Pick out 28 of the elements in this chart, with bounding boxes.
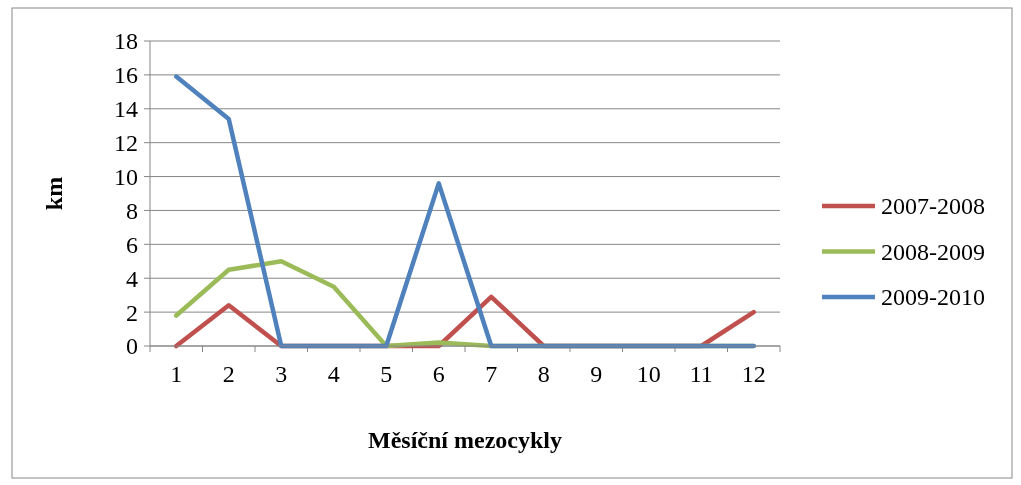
y-axis-title: km (41, 176, 67, 211)
legend-label: 2007-2008 (881, 193, 985, 220)
y-tick-label: 10 (114, 163, 138, 190)
y-tick-label: 0 (126, 333, 138, 360)
y-tick-label: 2 (126, 299, 138, 326)
x-axis-title: Měsíční mezocykly (368, 427, 562, 453)
x-tick-label: 2 (222, 361, 235, 387)
y-tick-label: 18 (114, 28, 138, 55)
x-tick-label: 8 (537, 361, 550, 387)
x-tick-label: 3 (275, 361, 288, 387)
x-tick-label: 7 (485, 361, 498, 387)
y-tick-label: 4 (126, 265, 138, 292)
y-tick-label: 6 (126, 231, 138, 258)
x-tick-label: 4 (327, 361, 340, 387)
x-tick-label: 1 (170, 361, 183, 387)
x-tick-label: 12 (741, 361, 766, 387)
x-tick-label: 5 (380, 361, 393, 387)
y-tick-label: 14 (114, 96, 138, 123)
x-tick-label: 10 (636, 361, 661, 387)
x-tick-label: 11 (689, 361, 713, 387)
legend-label: 2008-2009 (881, 238, 985, 265)
y-tick-label: 16 (114, 62, 138, 89)
legend-label: 2009-2010 (881, 284, 985, 311)
y-tick-label: 8 (126, 197, 138, 224)
x-tick-label: 6 (432, 361, 445, 387)
line-series (174, 74, 756, 349)
x-tick-label: 9 (590, 361, 603, 387)
y-tick-label: 12 (114, 130, 138, 157)
